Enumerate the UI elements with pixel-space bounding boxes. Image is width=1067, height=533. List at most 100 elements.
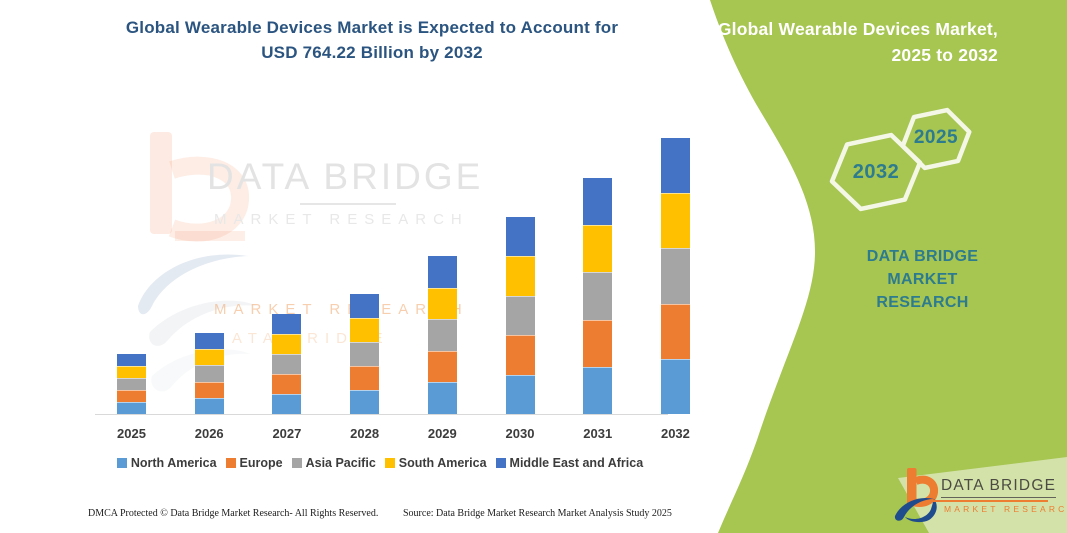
x-axis-label-2032: 2032 (660, 426, 690, 441)
segment-middle-east-and-africa (505, 216, 535, 257)
bar-column-2026: 2026 (194, 332, 224, 441)
segment-south-america (272, 334, 302, 354)
hexagon-2032-label: 2032 (852, 161, 900, 183)
panel-brand-text: DATA BRIDGE MARKET RESEARCH (830, 245, 1015, 314)
segment-middle-east-and-africa (194, 332, 224, 350)
segment-south-america (583, 225, 613, 273)
chart-legend: North America Europe Asia Pacific South Ame… (60, 456, 700, 470)
chart-title: Global Wearable Devices Market is Expect… (72, 15, 672, 65)
bar-column-2030: 2030 (505, 216, 535, 441)
x-axis-label-2031: 2031 (583, 426, 613, 441)
x-axis-line (95, 414, 668, 415)
panel-title: Global Wearable Devices Market, 2025 to … (718, 16, 998, 68)
legend-marker-icon (495, 458, 506, 468)
segment-north-america (350, 389, 380, 414)
stacked-bar-2032 (660, 138, 690, 414)
chart-title-line2: USD 764.22 Billion by 2032 (261, 43, 483, 62)
segment-asia-pacific (505, 295, 535, 336)
segment-north-america (427, 382, 457, 414)
segment-europe (272, 374, 302, 394)
stacked-bar-2027 (272, 314, 302, 414)
segment-asia-pacific (194, 365, 224, 382)
logo-sub-text: MARKET RESEARCH (944, 504, 1067, 514)
segment-middle-east-and-africa (272, 314, 302, 334)
legend-item-middle-east-and-africa: Middle East and Africa (495, 456, 644, 470)
segment-south-america (350, 317, 380, 342)
x-axis-label-2027: 2027 (272, 426, 302, 441)
segment-north-america (272, 394, 302, 414)
segment-south-america (427, 287, 457, 320)
legend-marker-icon (225, 458, 236, 468)
legend-item-europe: Europe (225, 456, 283, 470)
footer-source-text: Source: Data Bridge Market Research Mark… (403, 508, 672, 519)
bar-column-2031: 2031 (583, 177, 613, 441)
legend-marker-icon (384, 458, 395, 468)
segment-asia-pacific (660, 248, 690, 304)
legend-label: South America (398, 456, 487, 470)
panel-title-line1: Global Wearable Devices Market, (717, 19, 998, 39)
bar-column-2028: 2028 (350, 293, 380, 441)
stacked-bar-2025 (117, 354, 146, 414)
segment-europe (505, 335, 535, 375)
bar-column-2027: 2027 (272, 314, 302, 441)
x-axis-label-2025: 2025 (117, 426, 146, 441)
legend-item-south-america: South America (384, 456, 487, 470)
segment-middle-east-and-africa (660, 138, 690, 194)
stacked-bar-2031 (583, 177, 613, 414)
legend-label: Europe (239, 456, 283, 470)
segment-north-america (505, 374, 535, 414)
chart-title-line1: Global Wearable Devices Market is Expect… (125, 18, 619, 37)
legend-label: Asia Pacific (305, 456, 376, 470)
segment-north-america (117, 402, 146, 414)
x-axis-label-2028: 2028 (350, 426, 380, 441)
segment-europe (583, 319, 613, 367)
segment-middle-east-and-africa (350, 293, 380, 318)
segment-asia-pacific (583, 272, 613, 320)
x-axis-label-2026: 2026 (194, 426, 224, 441)
logo-brand-text: DATA BRIDGE (941, 477, 1057, 498)
legend-item-north-america: North America (116, 456, 217, 470)
x-axis-label-2029: 2029 (427, 426, 457, 441)
segment-europe (194, 381, 224, 398)
legend-marker-icon (116, 458, 127, 468)
panel-title-line2: 2025 to 2032 (891, 45, 998, 65)
segment-asia-pacific (427, 319, 457, 351)
stacked-bar-2029 (427, 255, 457, 414)
hexagon-2025-label: 2025 (913, 127, 959, 148)
segment-europe (427, 350, 457, 383)
segment-asia-pacific (272, 354, 302, 374)
legend-label: Middle East and Africa (509, 456, 644, 470)
segment-middle-east-and-africa (427, 255, 457, 288)
segment-south-america (505, 256, 535, 296)
logo-underline (930, 500, 1048, 502)
legend-marker-icon (291, 458, 302, 468)
segment-south-america (194, 349, 224, 366)
stacked-bar-2028 (350, 293, 380, 414)
segment-europe (660, 303, 690, 359)
bar-column-2032: 2032 (660, 138, 690, 441)
segment-middle-east-and-africa (117, 354, 146, 367)
segment-north-america (194, 397, 224, 414)
bar-column-2025: 2025 (117, 354, 146, 441)
segment-north-america (583, 366, 613, 414)
legend-item-asia-pacific: Asia Pacific (291, 456, 376, 470)
bar-column-2029: 2029 (427, 255, 457, 441)
panel-brand-line1: DATA BRIDGE MARKET (866, 248, 979, 288)
segment-europe (117, 390, 146, 403)
segment-south-america (660, 193, 690, 249)
segment-europe (350, 365, 380, 390)
segment-asia-pacific (117, 378, 146, 391)
segment-north-america (660, 358, 690, 414)
data-bridge-logo-icon (894, 468, 939, 523)
stacked-bar-2026 (194, 332, 224, 414)
footer-dmca-text: DMCA Protected © Data Bridge Market Rese… (88, 508, 379, 519)
stacked-bar-2030 (505, 216, 535, 414)
segment-middle-east-and-africa (583, 177, 613, 226)
segment-south-america (117, 366, 146, 379)
legend-label: North America (130, 456, 217, 470)
stacked-bar-chart: 2025 2026 2027 2028 2029 2030 2031 2032 (95, 138, 712, 441)
panel-brand-line2: RESEARCH (876, 294, 969, 311)
segment-asia-pacific (350, 341, 380, 366)
x-axis-label-2030: 2030 (505, 426, 535, 441)
